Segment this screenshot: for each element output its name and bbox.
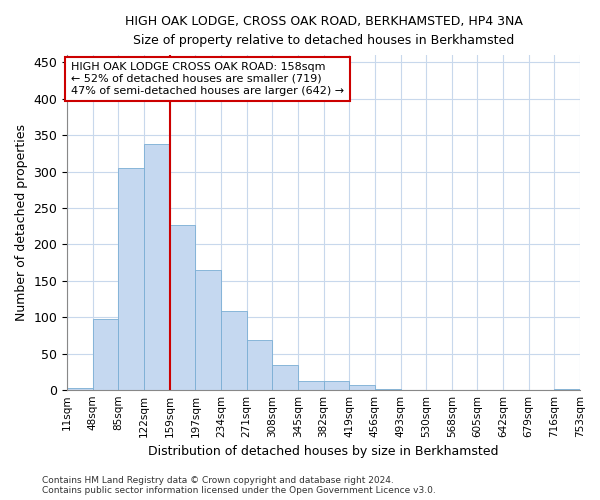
Bar: [118, 168, 144, 390]
Text: Contains HM Land Registry data © Crown copyright and database right 2024.
Contai: Contains HM Land Registry data © Crown c…: [42, 476, 436, 495]
Text: HIGH OAK LODGE CROSS OAK ROAD: 158sqm
← 52% of detached houses are smaller (719): HIGH OAK LODGE CROSS OAK ROAD: 158sqm ← …: [71, 62, 344, 96]
Bar: [196, 270, 221, 390]
Bar: [247, 340, 272, 390]
Bar: [272, 364, 298, 390]
Bar: [298, 380, 323, 390]
Bar: [170, 224, 196, 390]
Bar: [144, 144, 170, 390]
X-axis label: Distribution of detached houses by size in Berkhamsted: Distribution of detached houses by size …: [148, 446, 499, 458]
Bar: [93, 320, 118, 390]
Bar: [221, 310, 247, 390]
Bar: [67, 388, 93, 390]
Title: HIGH OAK LODGE, CROSS OAK ROAD, BERKHAMSTED, HP4 3NA
Size of property relative t: HIGH OAK LODGE, CROSS OAK ROAD, BERKHAMS…: [125, 15, 523, 47]
Bar: [349, 385, 375, 390]
Bar: [323, 382, 349, 390]
Bar: [554, 388, 580, 390]
Y-axis label: Number of detached properties: Number of detached properties: [15, 124, 28, 321]
Bar: [375, 388, 401, 390]
